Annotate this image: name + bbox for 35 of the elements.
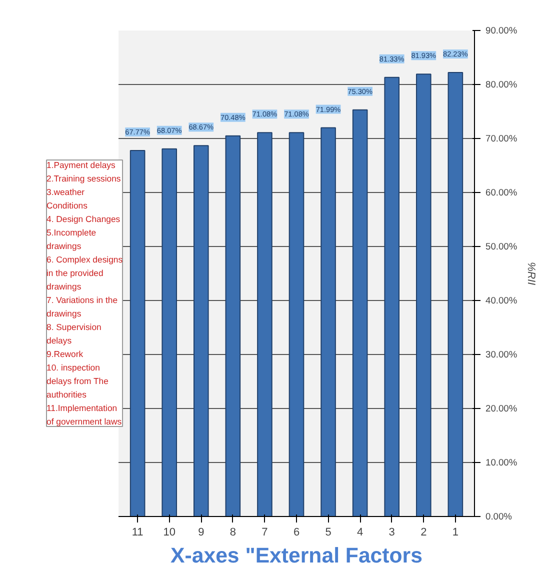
- x-tick-label: 6: [293, 526, 300, 538]
- text: 1.Payment delays 2.Training sessions 3.weather Conditions 4. Design Changes 5.Incomplete drawings 6. Complex designs in the provided drawings 7. Variations in the drawings 8. Supervision delays 9.Rework 10. inspection delays from The authorities 11.Implementation of government laws: [46, 160, 123, 426]
- y-tick-label: 10.00%: [486, 458, 518, 468]
- y-tick-label: 0.00%: [486, 512, 512, 522]
- x-tick-label: 2: [420, 526, 427, 538]
- bar: [288, 132, 304, 516]
- x-tick-label: 7: [262, 526, 268, 538]
- bar: [320, 127, 336, 516]
- bar: [448, 72, 464, 516]
- y-tick-label: 40.00%: [486, 296, 518, 306]
- bar: [416, 74, 432, 516]
- x-tick-label: 5: [325, 526, 332, 538]
- bar: [225, 135, 241, 516]
- x-tick-label: 3: [388, 526, 395, 538]
- x-tick-label: 11: [132, 526, 144, 538]
- y-axis-title: %RII: [525, 262, 538, 286]
- y-tick-label: 70.00%: [486, 134, 518, 144]
- bar: [162, 148, 178, 516]
- x-tick-label: 8: [230, 526, 236, 538]
- bar: [130, 150, 146, 516]
- y-tick-label: 50.00%: [486, 242, 518, 252]
- y-tick-label: 90.00%: [486, 26, 518, 36]
- x-axis-title: X-axes "External Factors: [170, 544, 422, 568]
- y-tick-label: 20.00%: [486, 404, 518, 414]
- bar: [193, 145, 209, 516]
- bar: [257, 132, 272, 516]
- y-tick-label: 80.00%: [486, 80, 518, 90]
- x-tick-label: 9: [198, 526, 204, 538]
- y-tick-label: 60.00%: [486, 188, 518, 198]
- bar: [352, 109, 368, 516]
- x-tick-label: 1: [452, 526, 458, 538]
- x-tick-label: 10: [163, 526, 176, 538]
- y-tick-label: 30.00%: [486, 350, 518, 360]
- x-tick-label: 4: [357, 526, 364, 538]
- bar: [384, 76, 400, 516]
